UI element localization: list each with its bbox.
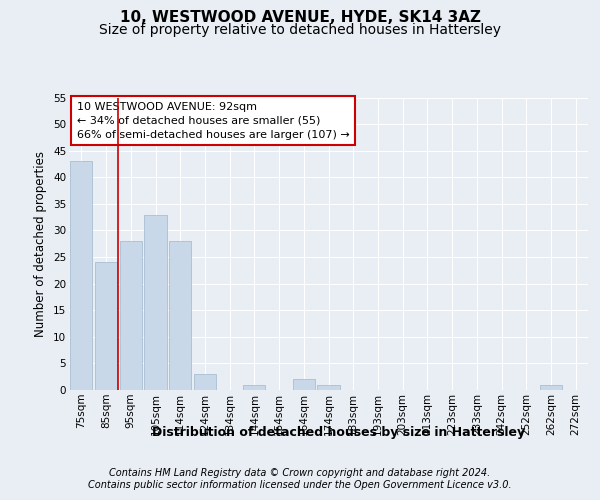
Bar [293, 380, 315, 390]
Bar [194, 374, 216, 390]
Text: Distribution of detached houses by size in Hattersley: Distribution of detached houses by size … [152, 426, 526, 439]
Y-axis label: Number of detached properties: Number of detached properties [34, 151, 47, 337]
Bar [145, 214, 167, 390]
Bar [317, 384, 340, 390]
Bar [243, 384, 265, 390]
Text: 10 WESTWOOD AVENUE: 92sqm
← 34% of detached houses are smaller (55)
66% of semi-: 10 WESTWOOD AVENUE: 92sqm ← 34% of detac… [77, 102, 350, 140]
Text: Contains HM Land Registry data © Crown copyright and database right 2024.: Contains HM Land Registry data © Crown c… [109, 468, 491, 477]
Text: Size of property relative to detached houses in Hattersley: Size of property relative to detached ho… [99, 23, 501, 37]
Bar [70, 162, 92, 390]
Text: 10, WESTWOOD AVENUE, HYDE, SK14 3AZ: 10, WESTWOOD AVENUE, HYDE, SK14 3AZ [119, 10, 481, 25]
Bar [95, 262, 117, 390]
Bar [119, 241, 142, 390]
Bar [540, 384, 562, 390]
Text: Contains public sector information licensed under the Open Government Licence v3: Contains public sector information licen… [88, 480, 512, 490]
Bar [169, 241, 191, 390]
